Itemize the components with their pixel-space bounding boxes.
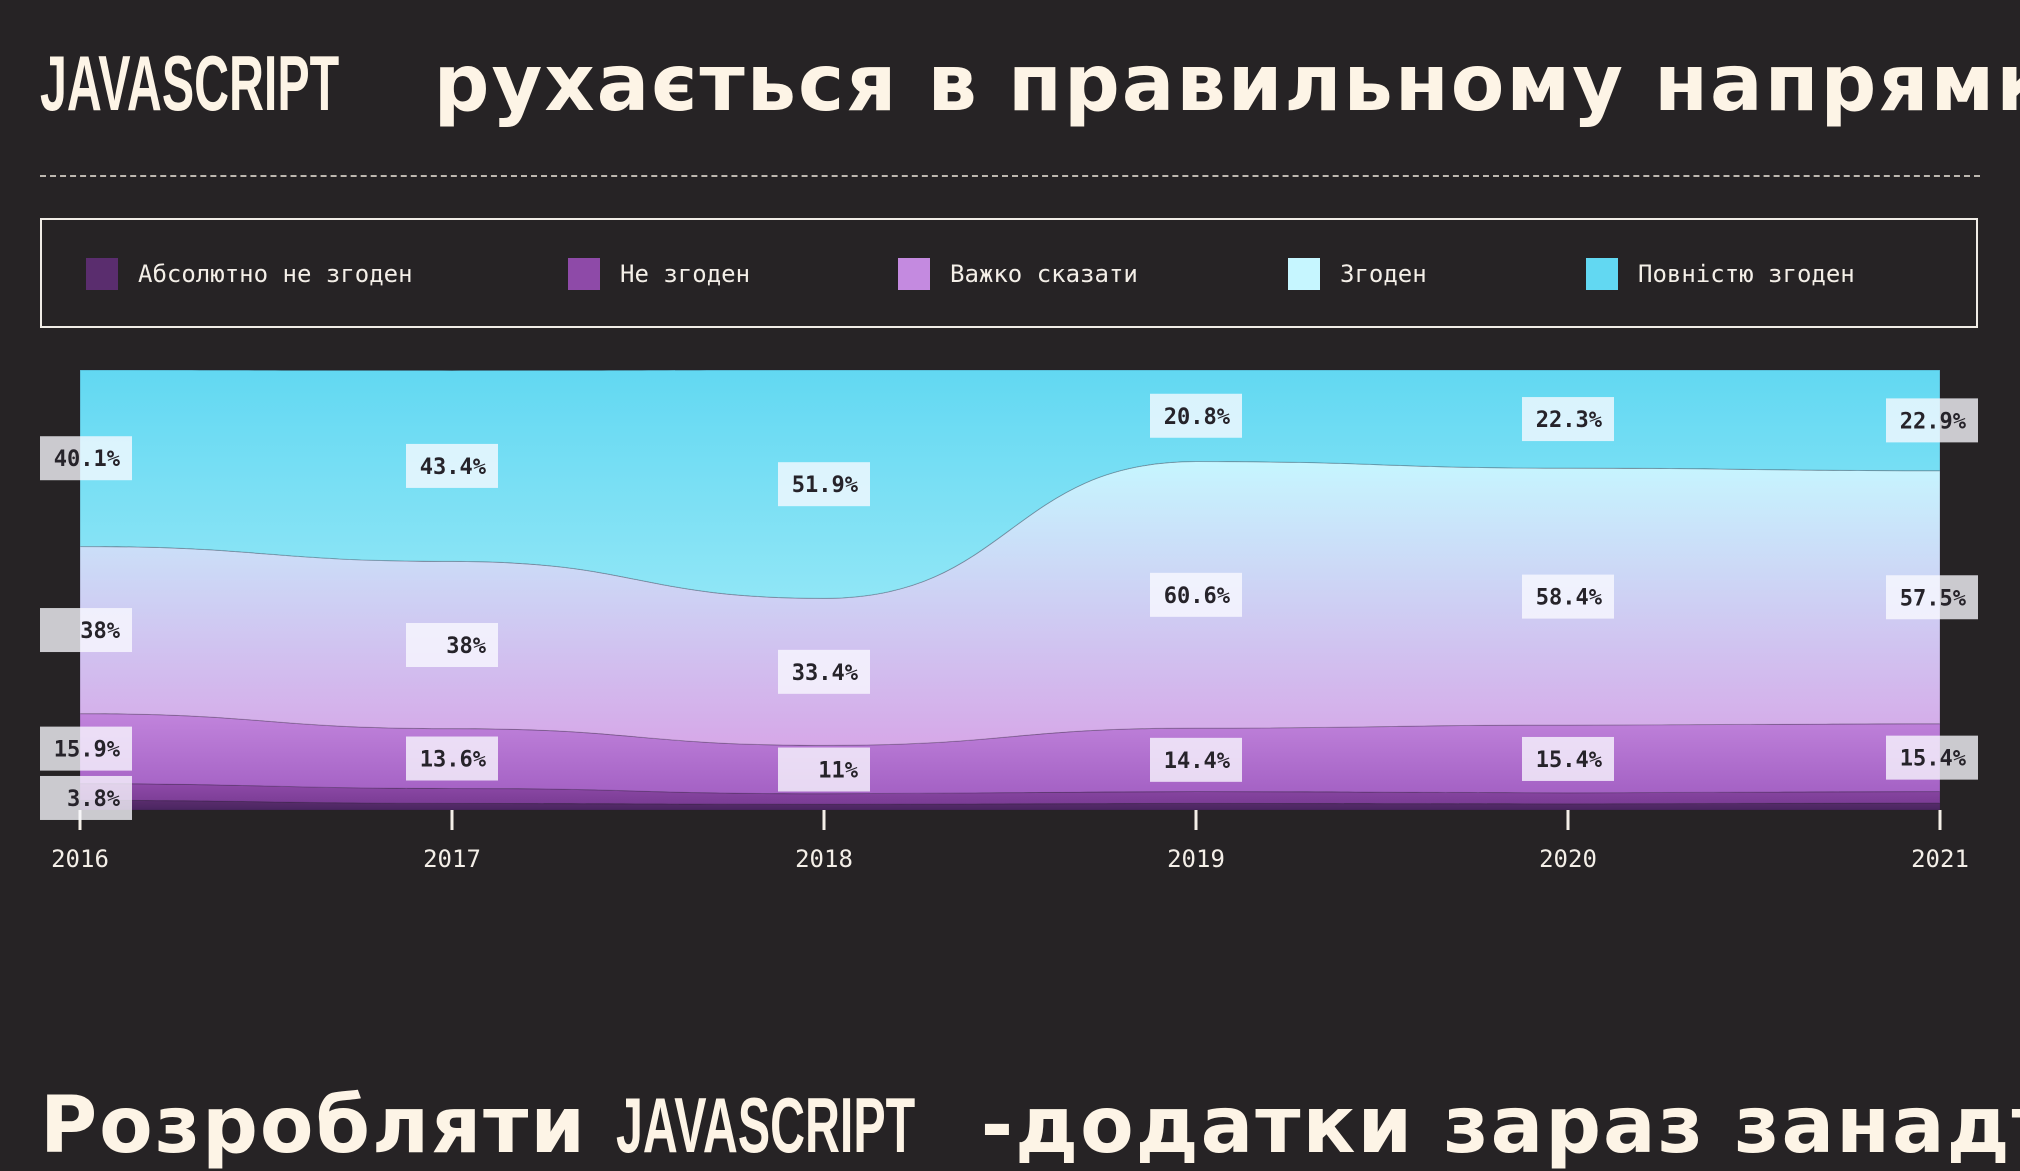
x-tick-label: 2017 [423, 845, 481, 873]
data-label-bg [778, 649, 870, 694]
x-axis: 2016 2017 2018 2019 2020 2021 [51, 810, 1969, 873]
data-label-text: 33.4% [792, 661, 859, 686]
data-labels: 40.1% 43.4% 51.9% 20.8% 22.3% 22.9% 38% 38% 33.4… [40, 393, 1978, 820]
data-label: 11% [778, 747, 870, 792]
data-label-bg [778, 747, 870, 792]
data-label-text: 58.4% [1536, 586, 1603, 611]
chart-areas [79, 369, 1941, 811]
data-label-text: 14.4% [1164, 749, 1231, 774]
legend-label: Повністю згоден [1638, 260, 1855, 288]
legend-swatch [898, 258, 930, 290]
data-label-text: 20.8% [1164, 405, 1231, 430]
data-label-text: 38% [80, 619, 120, 644]
data-label: 14.4% [1150, 737, 1242, 782]
data-label: 38% [40, 608, 132, 653]
area-strongly-agree [79, 369, 1941, 599]
data-label: 58.4% [1522, 574, 1614, 619]
data-label-bg [1150, 737, 1242, 782]
legend-label: Абсолютно не згоден [138, 260, 413, 288]
legend-item-agree[interactable]: Згоден [1288, 258, 1427, 290]
x-tick-label: 2016 [51, 845, 109, 873]
data-label-bg [406, 736, 498, 781]
data-label-bg [40, 436, 132, 481]
title-divider [40, 175, 1980, 177]
title-rest: рухається в правильному напрямку [404, 39, 2020, 129]
data-label-bg [40, 608, 132, 653]
data-label: 15.4% [1886, 735, 1978, 780]
legend-item-strongly-agree[interactable]: Повністю згоден [1586, 258, 1855, 290]
data-label-bg [1150, 393, 1242, 438]
data-label: 38% [406, 623, 498, 667]
data-label-bg [778, 462, 870, 507]
data-label: 51.9% [778, 462, 870, 507]
x-tick-label: 2018 [795, 845, 853, 873]
legend-swatch [86, 258, 118, 290]
data-label-bg [406, 443, 498, 488]
legend-swatch [1586, 258, 1618, 290]
data-label-bg [1522, 736, 1614, 781]
data-label-bg [1886, 575, 1978, 620]
data-label-bg [1886, 398, 1978, 443]
next-title-brand: JAVASCRIPT [616, 1081, 916, 1169]
data-label: 22.3% [1522, 397, 1614, 442]
data-label: 40.1% [40, 436, 132, 481]
data-label-text: 43.4% [420, 455, 487, 480]
data-label: 43.4% [406, 443, 498, 488]
x-tick-label: 2019 [1167, 845, 1225, 873]
data-label-text: 57.5% [1900, 586, 1967, 611]
data-label-bg [1886, 735, 1978, 780]
data-label: 57.5% [1886, 575, 1978, 620]
data-label: 15.4% [1522, 736, 1614, 781]
title-brand: JAVASCRIPT [40, 39, 340, 127]
data-label: 22.9% [1886, 398, 1978, 443]
x-tick-label: 2020 [1539, 845, 1597, 873]
data-label-bg [1522, 574, 1614, 619]
data-label: 20.8% [1150, 393, 1242, 438]
data-label-text: 13.6% [420, 748, 487, 773]
chart-legend: Абсолютно не згоден Не згоден Важко сказ… [40, 218, 1978, 328]
data-label-text: 15.9% [54, 738, 121, 763]
stacked-area-chart: 2016 2017 2018 2019 2020 2021 40.1% 43.4% 51.9%… [40, 369, 1978, 873]
data-label-text: 40.1% [54, 447, 121, 472]
page-title: JAVASCRIPT рухається в правильному напря… [40, 38, 2020, 129]
area-disagree [79, 783, 1941, 805]
data-label: 60.6% [1150, 572, 1242, 617]
data-label-text: 22.9% [1900, 409, 1967, 434]
next-title-rest: -додатки зараз занадто [980, 1081, 2020, 1171]
data-label-bg [40, 775, 132, 820]
data-label: 33.4% [778, 649, 870, 694]
legend-swatch [568, 258, 600, 290]
data-label-text: 15.4% [1900, 747, 1967, 772]
data-label: 13.6% [406, 736, 498, 781]
legend-item-disagree[interactable]: Не згоден [568, 258, 750, 290]
next-section-title: Розробляти JAVASCRIPT -додатки зараз зана… [40, 1080, 2020, 1171]
data-label: 15.9% [40, 726, 132, 771]
legend-label: Не згоден [620, 260, 751, 288]
data-label-text: 3.8% [67, 787, 121, 812]
legend-item-neutral[interactable]: Важко сказати [898, 258, 1138, 290]
data-label-text: 38% [446, 634, 486, 659]
legend-label: Згоден [1340, 260, 1427, 288]
data-label-bg [40, 726, 132, 771]
data-label-text: 15.4% [1536, 748, 1603, 773]
data-label-text: 11% [818, 759, 858, 784]
data-label-text: 51.9% [792, 473, 859, 498]
area-neutral [79, 713, 1941, 795]
data-label-text: 22.3% [1536, 408, 1603, 433]
data-label-bg [1150, 572, 1242, 617]
data-label: 3.8% [40, 775, 132, 820]
data-label-bg [1522, 397, 1614, 442]
legend-item-strongly-disagree[interactable]: Абсолютно не згоден [86, 258, 413, 290]
legend-swatch [1288, 258, 1320, 290]
next-title-prefix: Розробляти [40, 1081, 617, 1171]
x-tick-label: 2021 [1911, 845, 1969, 873]
data-label-bg [406, 623, 498, 667]
data-label-text: 60.6% [1164, 584, 1231, 609]
legend-label: Важко сказати [950, 260, 1138, 288]
